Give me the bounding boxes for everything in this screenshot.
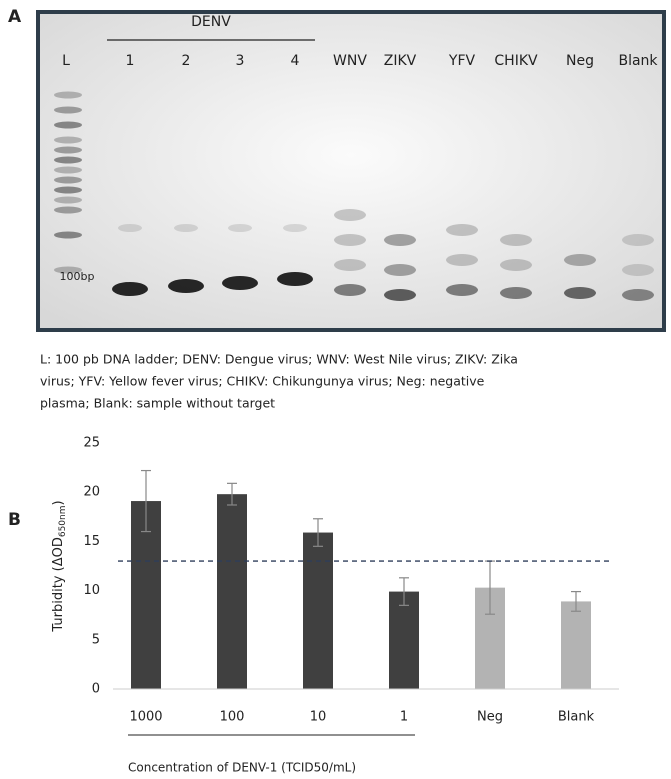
y-tick-label: 5: [92, 632, 100, 647]
band: [174, 224, 198, 232]
band: [564, 287, 596, 299]
panel-label: A: [8, 7, 22, 27]
lane-label: 3: [236, 53, 245, 69]
band: [54, 186, 82, 194]
lane-label: ZIKV: [384, 53, 417, 69]
bar: [303, 532, 333, 689]
bar: [217, 494, 247, 689]
band: [54, 91, 82, 99]
band: [500, 287, 532, 299]
band: [622, 264, 654, 276]
band: [54, 266, 82, 274]
lane-label: 4: [291, 53, 300, 69]
band: [384, 289, 416, 301]
lane-label: CHIKV: [494, 53, 538, 69]
x-tick-label: 100: [220, 710, 245, 725]
y-tick-label: 0: [92, 682, 100, 697]
caption-line: plasma; Blank: sample without target: [40, 396, 275, 411]
band: [54, 121, 82, 129]
bar: [389, 591, 419, 689]
group-label: DENV: [191, 14, 231, 30]
y-tick-label: 20: [83, 485, 100, 500]
marker-label: 100bp: [60, 270, 95, 283]
band: [222, 276, 258, 290]
band: [334, 209, 366, 221]
x-tick-label: 10: [310, 710, 327, 725]
band: [564, 254, 596, 266]
bar: [561, 601, 591, 689]
y-axis-title: Turbidity (ΔOD650nm): [51, 500, 68, 632]
y-label: Turbidity (ΔOD: [51, 537, 66, 632]
band: [54, 146, 82, 154]
band: [54, 176, 82, 184]
lane-label: Blank: [618, 53, 658, 69]
x-tick-label: Neg: [477, 710, 503, 725]
band: [334, 234, 366, 246]
band: [622, 289, 654, 301]
y-label-end: ): [51, 500, 66, 505]
band: [54, 196, 82, 204]
lane-label: 2: [182, 53, 191, 69]
caption-line: L: 100 pb DNA ladder; DENV: Dengue virus…: [40, 352, 518, 367]
lane-label: Neg: [566, 53, 594, 69]
band: [446, 224, 478, 236]
band: [54, 106, 82, 114]
band: [54, 231, 82, 239]
x-axis-title: Concentration of DENV-1 (TCID50/mL): [128, 761, 356, 775]
gel: [36, 10, 666, 332]
panel-label: B: [8, 510, 21, 530]
band: [283, 224, 307, 232]
band: [334, 259, 366, 271]
band: [228, 224, 252, 232]
band: [446, 254, 478, 266]
lane-label: 1: [126, 53, 135, 69]
band: [112, 282, 148, 296]
caption: L: 100 pb DNA ladder; DENV: Dengue virus…: [40, 352, 518, 411]
lane-label: WNV: [333, 53, 367, 69]
y-tick-label: 10: [83, 583, 100, 598]
lane-label: YFV: [448, 53, 476, 69]
band: [118, 224, 142, 232]
lane-label: L: [62, 53, 70, 69]
band: [54, 136, 82, 144]
caption-line: virus; YFV: Yellow fever virus; CHIKV: C…: [40, 374, 485, 389]
band: [54, 206, 82, 214]
band: [168, 279, 204, 293]
y-tick-label: 15: [83, 534, 100, 549]
gel-bands: [54, 91, 654, 301]
y-label-sub: 650nm: [58, 506, 68, 538]
y-tick-label: 25: [83, 436, 100, 451]
band: [277, 272, 313, 286]
band: [384, 234, 416, 246]
band: [334, 284, 366, 296]
band: [54, 166, 82, 174]
band: [500, 234, 532, 246]
band: [54, 156, 82, 164]
band: [446, 284, 478, 296]
x-tick-label: 1000: [129, 710, 162, 725]
x-tick-label: Blank: [558, 710, 595, 725]
band: [384, 264, 416, 276]
band: [500, 259, 532, 271]
band: [622, 234, 654, 246]
bar: [131, 501, 161, 689]
x-tick-label: 1: [400, 710, 408, 725]
